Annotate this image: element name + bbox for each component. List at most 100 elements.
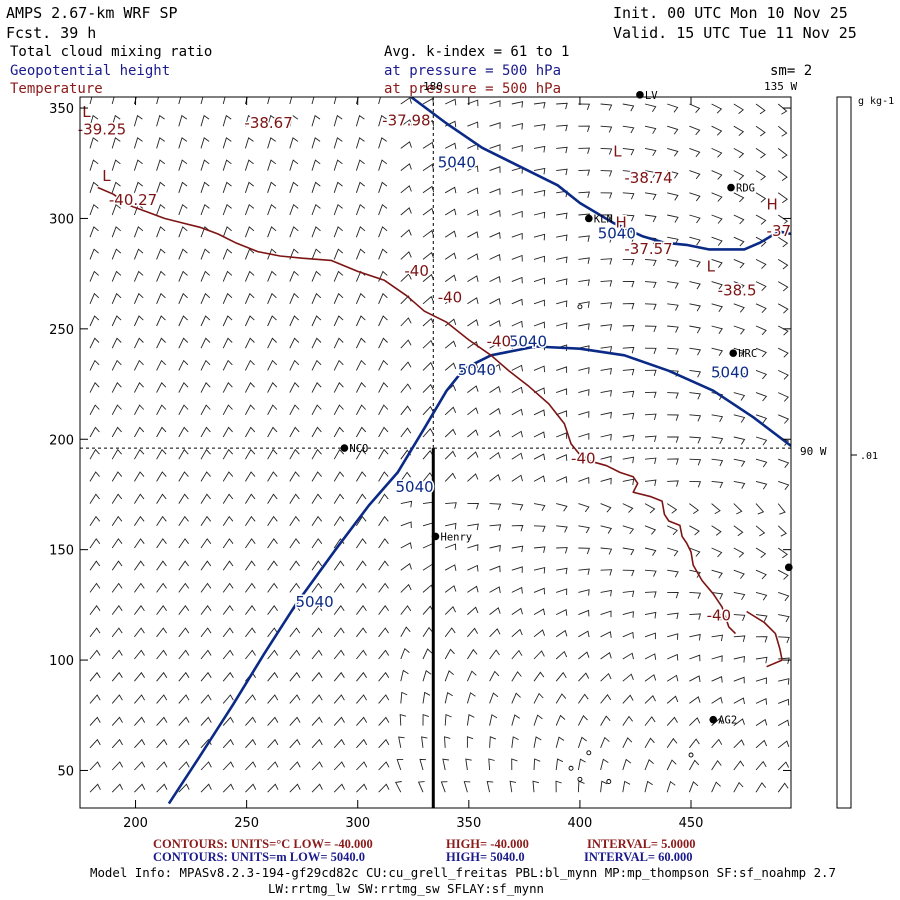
wind-barb	[578, 279, 590, 286]
wind-barb	[267, 270, 277, 282]
wind-barb	[533, 608, 546, 616]
field-fill-title: Total cloud mixing ratio	[10, 44, 212, 60]
wind-barb	[556, 454, 568, 461]
wind-barb	[267, 159, 277, 171]
wind-barb	[444, 186, 457, 194]
wind-barb	[511, 123, 524, 130]
wind-barb	[689, 103, 701, 113]
wind-barb	[311, 270, 321, 282]
wind-barb	[444, 585, 457, 593]
x-tick-label: 450	[679, 816, 704, 831]
wind-barb	[244, 159, 254, 171]
y-tick-label: 300	[49, 212, 74, 227]
wind-barb	[200, 426, 211, 438]
wind-barb	[378, 560, 389, 571]
wind-barb	[578, 257, 590, 264]
wind-barb	[400, 207, 412, 216]
wind-barb	[467, 297, 479, 305]
wind-barb	[378, 203, 388, 216]
wind-barb	[356, 627, 367, 638]
wind-barb	[444, 736, 451, 748]
wind-barb	[156, 493, 167, 504]
wind-barb	[445, 98, 457, 106]
wind-barb	[511, 408, 523, 416]
wind-barb	[600, 147, 613, 155]
wind-barb	[622, 525, 635, 535]
wind-barb	[644, 503, 656, 514]
wind-barb	[134, 649, 145, 660]
wind-barb	[89, 582, 101, 593]
wind-barb	[711, 325, 723, 335]
wind-barb	[356, 382, 366, 393]
wind-barb	[133, 114, 143, 127]
wind-barb	[400, 562, 412, 571]
wind-barb	[667, 436, 679, 443]
wind-barb	[355, 337, 366, 349]
wind-barb	[156, 716, 168, 726]
wind-barb	[422, 691, 431, 704]
wind-barb	[400, 141, 412, 149]
wind-barb	[577, 736, 587, 748]
wind-barb	[622, 780, 631, 793]
wind-barb	[511, 566, 523, 573]
wind-barb	[111, 493, 123, 504]
wind-barb	[689, 458, 702, 466]
wind-barb	[156, 97, 165, 105]
height-label: 5040	[396, 478, 434, 496]
wind-barb	[222, 783, 235, 793]
wind-barb	[689, 236, 701, 246]
wind-barb	[778, 636, 790, 644]
wind-barb	[222, 471, 234, 482]
wind-barb	[311, 359, 322, 371]
wind-barb	[245, 515, 256, 527]
axes: 200 250 300 350 400 450 50 100 150 200 250 300 350	[49, 97, 791, 831]
wind-barb	[111, 359, 122, 371]
wind-barb	[156, 605, 167, 615]
wind-barb	[333, 404, 344, 416]
height-contours	[167, 97, 791, 805]
wind-barb	[689, 738, 700, 749]
wind-barb	[689, 125, 701, 136]
wind-barb	[356, 538, 367, 549]
station-dot	[431, 532, 440, 541]
wind-barb	[778, 614, 790, 623]
wind-barb	[711, 214, 723, 224]
wind-barb	[245, 382, 255, 393]
wind-barb	[289, 426, 300, 438]
wind-barb	[356, 761, 368, 771]
wind-barb	[622, 281, 635, 288]
pressure-height: at pressure = 500 hPa	[384, 63, 561, 79]
wind-barb	[200, 315, 211, 327]
wind-barb	[622, 737, 633, 748]
wind-barb	[733, 635, 746, 642]
wind-barb	[289, 716, 301, 726]
wind-barb	[178, 471, 189, 482]
wind-barb	[622, 412, 635, 420]
wind-barb	[378, 382, 389, 393]
wind-barb	[600, 477, 612, 485]
wind-barb	[222, 738, 234, 749]
wind-barb	[556, 234, 568, 242]
wind-barb	[134, 493, 145, 504]
wind-barb	[156, 181, 166, 193]
wind-barb	[289, 627, 301, 638]
wind-barb	[400, 691, 408, 704]
x-tick-label: 300	[345, 816, 370, 831]
wind-barb	[644, 391, 657, 399]
wind-barb	[422, 361, 434, 371]
wind-barb	[378, 716, 390, 726]
wind-barb	[267, 605, 278, 615]
wind-barb	[556, 366, 568, 373]
wind-barb	[755, 325, 767, 336]
wind-barb	[777, 125, 788, 137]
wind-barb	[378, 605, 389, 615]
wind-barb	[111, 671, 123, 682]
wind-barb	[200, 448, 211, 460]
wind-barb	[622, 125, 635, 134]
wind-barb	[444, 252, 457, 260]
wind-barb	[556, 388, 568, 395]
wind-barb	[711, 347, 724, 357]
wind-barb	[89, 738, 101, 749]
wind-barb	[222, 114, 232, 127]
wind-barb	[578, 672, 590, 682]
